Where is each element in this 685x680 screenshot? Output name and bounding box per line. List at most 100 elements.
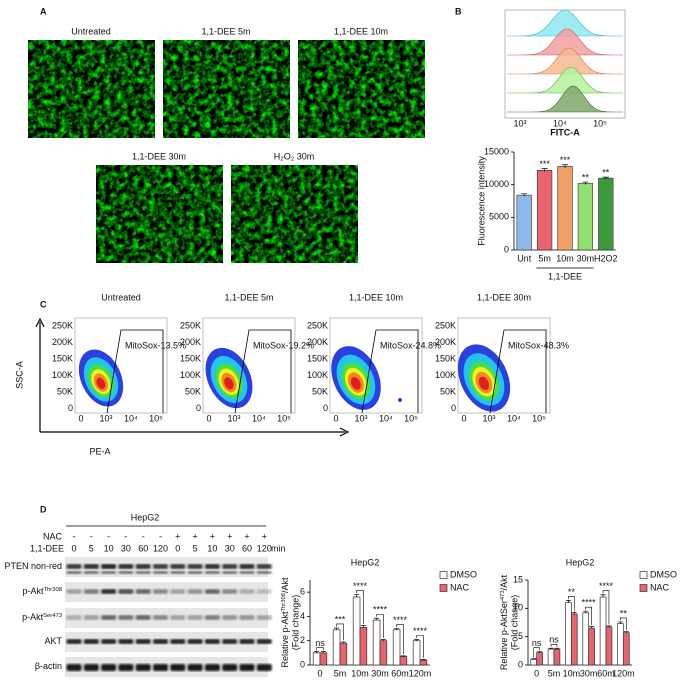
blot-band <box>153 589 168 594</box>
time-label: 30 <box>121 543 131 553</box>
blot-band <box>153 639 168 644</box>
flow-title: Untreated <box>101 292 141 302</box>
error-bar <box>531 658 537 660</box>
blot-band <box>222 615 238 620</box>
micrograph-title: 1,1-DEE 5m <box>201 26 250 36</box>
time-label: 10 <box>207 543 217 553</box>
flow-x-tick: 10³ <box>99 413 112 423</box>
flow-y-tick: 0 <box>451 403 456 413</box>
significance-bracket <box>316 647 324 651</box>
error-bar <box>554 647 560 650</box>
error-bar <box>602 176 609 180</box>
flow-title: 1,1-DEE 30m <box>477 292 531 302</box>
significance-bracket <box>533 647 540 658</box>
error-bar <box>583 610 589 613</box>
blot-band <box>135 664 151 671</box>
blot-band <box>170 571 186 574</box>
y-arrowhead <box>35 317 45 328</box>
blot-band <box>135 564 151 569</box>
significance: ** <box>568 587 576 597</box>
x-tick-label: 30m <box>580 668 598 678</box>
time-label: 0 <box>71 543 76 553</box>
significance: ** <box>620 608 628 618</box>
flow-x-tick: 10⁵ <box>532 413 546 423</box>
histogram-curve <box>507 85 623 113</box>
bar <box>570 613 578 666</box>
x-tick-label: 120m <box>612 668 635 678</box>
time-label: 60 <box>242 543 252 553</box>
label-part: /Akt <box>499 574 509 590</box>
nac-label: NAC <box>43 531 63 541</box>
time-label: 10 <box>104 543 114 553</box>
error-bar <box>314 651 320 653</box>
flow-title: 1,1-DEE 5m <box>224 292 273 302</box>
nac-sign: + <box>192 531 197 541</box>
bar <box>419 659 428 666</box>
flow-y-tick: 250K <box>52 320 73 330</box>
bar <box>516 194 532 251</box>
significance: ns <box>315 638 325 648</box>
flow-y-tick: 100K <box>435 370 456 380</box>
label-part: p-Akt <box>22 612 44 622</box>
histogram-curve <box>507 28 623 56</box>
blot-row-label: AKT <box>44 636 62 646</box>
blot-band <box>118 664 134 671</box>
superscript: 473 <box>500 590 506 600</box>
blot-band <box>66 571 82 574</box>
flow-y-tick: 0 <box>68 403 73 413</box>
x-tick-label: 10m <box>563 668 581 678</box>
blot-band <box>135 589 151 594</box>
error-bar <box>340 641 346 644</box>
blot-band <box>239 664 255 671</box>
error-bar <box>374 617 380 621</box>
blot-band <box>135 615 151 620</box>
time-unit: min <box>271 543 286 553</box>
gate <box>489 329 547 414</box>
panel-letter: D <box>40 504 47 514</box>
legend-label: NAC <box>450 582 470 592</box>
x-tick-label: 30m <box>577 253 595 263</box>
significance: **** <box>599 581 614 591</box>
flow-y-tick: 0 <box>196 403 201 413</box>
nac-sign: - <box>107 531 110 541</box>
significance-bracket <box>336 623 344 641</box>
bar <box>530 658 538 666</box>
micrograph-title: 1,1-DEE 10m <box>334 26 388 36</box>
legend-swatch <box>639 571 648 579</box>
bar <box>379 640 388 666</box>
flow-y-tick: 200K <box>180 337 201 347</box>
time-label: 120 <box>257 543 272 553</box>
blot-band <box>118 589 134 594</box>
y-tick-label: 5000 <box>489 212 509 222</box>
y-tick-label: 10 <box>513 603 523 613</box>
y-tick-label: 4 <box>300 611 305 621</box>
panel-letter: B <box>455 6 462 16</box>
significance-bracket <box>568 596 575 611</box>
x-tick-label: 60m <box>597 668 615 678</box>
blot-band <box>256 664 272 671</box>
gate-label: MitoSox-13.5% <box>125 340 186 350</box>
blot-row-label: PTEN non-red <box>4 561 62 571</box>
micrograph-title: H₂O₂ 30m <box>274 151 315 161</box>
error-bar <box>606 625 612 628</box>
blot-band <box>239 571 255 574</box>
flow-x-tick: 10⁴ <box>379 413 393 423</box>
y-tick-label: 15 <box>513 574 523 584</box>
blot-band <box>101 571 117 574</box>
blot-band <box>153 564 168 569</box>
blot-band <box>118 571 134 574</box>
blot-band <box>256 564 272 569</box>
micrograph <box>28 40 155 138</box>
flow-x-tick: 0 <box>206 413 211 423</box>
histogram-curve <box>507 9 623 37</box>
blot-band <box>239 615 255 620</box>
x-arrowhead <box>339 427 350 437</box>
nac-sign: + <box>175 531 180 541</box>
density-contour <box>96 377 106 390</box>
label-part: /Akt <box>280 577 290 593</box>
significance: *** <box>560 155 571 165</box>
blot-band <box>66 564 82 569</box>
bar <box>547 648 555 666</box>
blot-band <box>83 664 99 671</box>
panel-letter: A <box>40 6 47 16</box>
